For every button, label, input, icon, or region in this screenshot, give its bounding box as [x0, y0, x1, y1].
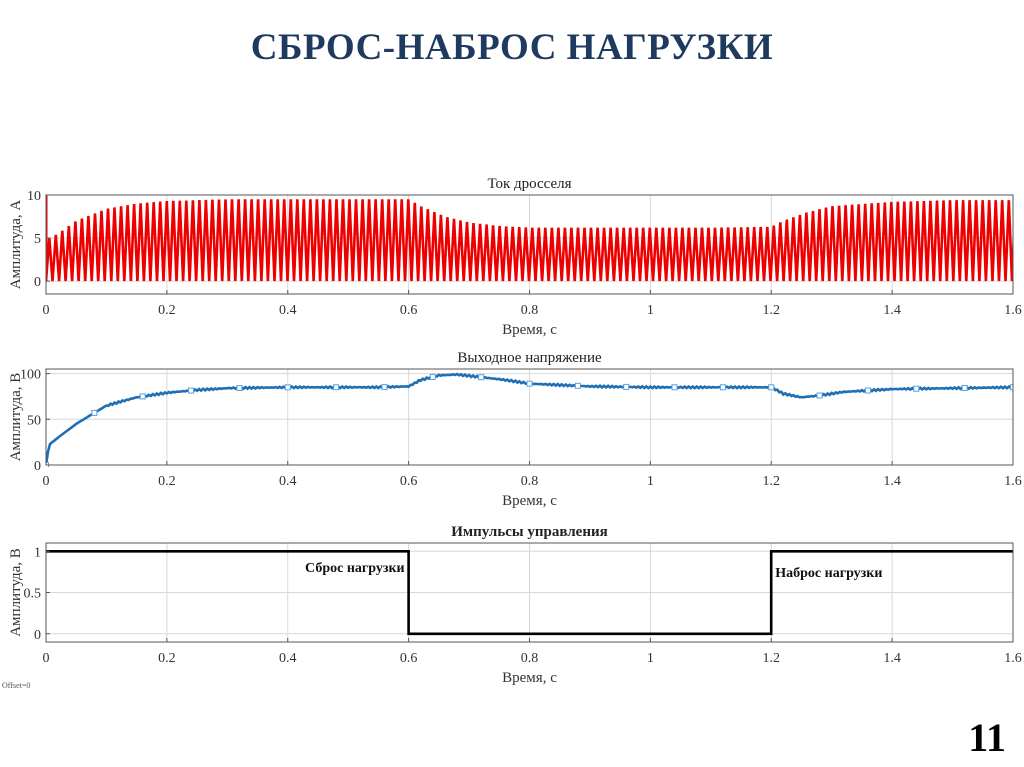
x-axis-label: Время, с	[502, 670, 557, 686]
y-tick-label: 5	[34, 232, 41, 247]
x-axis-label: Время, с	[502, 322, 557, 338]
series-marker	[333, 384, 340, 391]
x-tick-label: 0.6	[400, 303, 418, 318]
x-tick-label: 0	[43, 474, 50, 489]
series-marker	[768, 384, 775, 391]
series-line	[46, 199, 1013, 282]
x-tick-label: 1	[647, 651, 654, 666]
x-tick-label: 1.6	[1004, 474, 1022, 489]
x-tick-label: 1.2	[763, 303, 781, 318]
x-tick-label: 0.2	[158, 303, 176, 318]
offset-note: Offset=0	[2, 681, 30, 690]
series-group	[46, 195, 1013, 282]
x-tick-label: 1.4	[883, 303, 901, 318]
series-group	[46, 372, 1013, 467]
series-marker	[816, 392, 823, 399]
y-axis-label: Амплитуда, В	[8, 373, 24, 462]
x-tick-label: 0	[43, 303, 50, 318]
series-marker	[236, 385, 243, 392]
page-number: 11	[968, 715, 1006, 760]
series-marker	[623, 383, 630, 390]
annotation-label: Сброс нагрузки	[305, 561, 405, 576]
chart-2: 0 0.2 0.4 0.6 0.8 1 1.2 1.4 1.6 0 50 100 Выходное на…	[8, 350, 1022, 509]
series-marker	[671, 384, 678, 391]
x-tick-label: 0.6	[400, 651, 418, 666]
series-marker	[526, 380, 533, 387]
series-marker	[91, 409, 98, 416]
x-tick-label: 1	[647, 303, 654, 318]
x-tick-label: 0.2	[158, 474, 176, 489]
series-marker	[284, 384, 291, 391]
x-tick-label: 1.4	[883, 651, 901, 666]
y-tick-label: 0	[34, 459, 41, 474]
series-marker	[719, 384, 726, 391]
chart-title: Ток дросселя	[487, 176, 571, 192]
series-marker	[574, 382, 581, 389]
x-tick-label: 1.6	[1004, 303, 1022, 318]
annotation-label: Наброс нагрузки	[775, 566, 882, 581]
x-tick-label: 0.4	[279, 651, 297, 666]
chart-title: Импульсы управления	[451, 524, 607, 540]
series-marker	[429, 373, 436, 380]
y-tick-label: 10	[27, 189, 41, 204]
x-tick-label: 1	[647, 474, 654, 489]
y-tick-label: 50	[27, 413, 41, 428]
series-marker	[1010, 384, 1013, 391]
y-tick-label: 0	[34, 628, 41, 643]
chart-1: 0 0.2 0.4 0.6 0.8 1 1.2 1.4 1.6 0 5 10 Ток дросселя В…	[8, 176, 1022, 338]
y-axis-label: Амплитуда, В	[8, 548, 24, 637]
series-marker	[961, 385, 968, 392]
slide-title: СБРОС-НАБРОС НАГРУЗКИ	[250, 27, 774, 68]
y-axis-label: Амплитуда, А	[8, 200, 24, 290]
x-tick-label: 0.6	[400, 474, 418, 489]
x-tick-label: 0.8	[521, 651, 539, 666]
x-tick-label: 0.2	[158, 651, 176, 666]
y-tick-label: 0.5	[24, 587, 42, 602]
y-tick-label: 0	[34, 275, 41, 290]
x-axis-label: Время, с	[502, 493, 557, 509]
x-tick-label: 0.4	[279, 303, 297, 318]
y-tick-label: 1	[34, 545, 41, 560]
x-tick-label: 1.2	[763, 651, 781, 666]
chart-title: Выходное напряжение	[457, 350, 602, 366]
series-marker	[864, 387, 871, 394]
series-marker	[188, 387, 195, 394]
x-tick-label: 0.4	[279, 474, 297, 489]
x-tick-label: 0.8	[521, 474, 539, 489]
series-marker	[478, 374, 485, 381]
y-tick-label: 100	[20, 368, 41, 383]
chart-3: 0 0.2 0.4 0.6 0.8 1 1.2 1.4 1.6 0 0.5 1 Импульсы упр…	[8, 524, 1022, 686]
series-marker	[381, 384, 388, 391]
series-marker	[139, 393, 146, 400]
x-tick-label: 0	[43, 651, 50, 666]
x-tick-label: 1.2	[763, 474, 781, 489]
x-tick-label: 1.4	[883, 474, 901, 489]
x-tick-label: 1.6	[1004, 651, 1022, 666]
series-marker	[913, 385, 920, 392]
x-tick-label: 0.8	[521, 303, 539, 318]
series-line	[46, 550, 1013, 636]
series-group	[46, 550, 1013, 636]
